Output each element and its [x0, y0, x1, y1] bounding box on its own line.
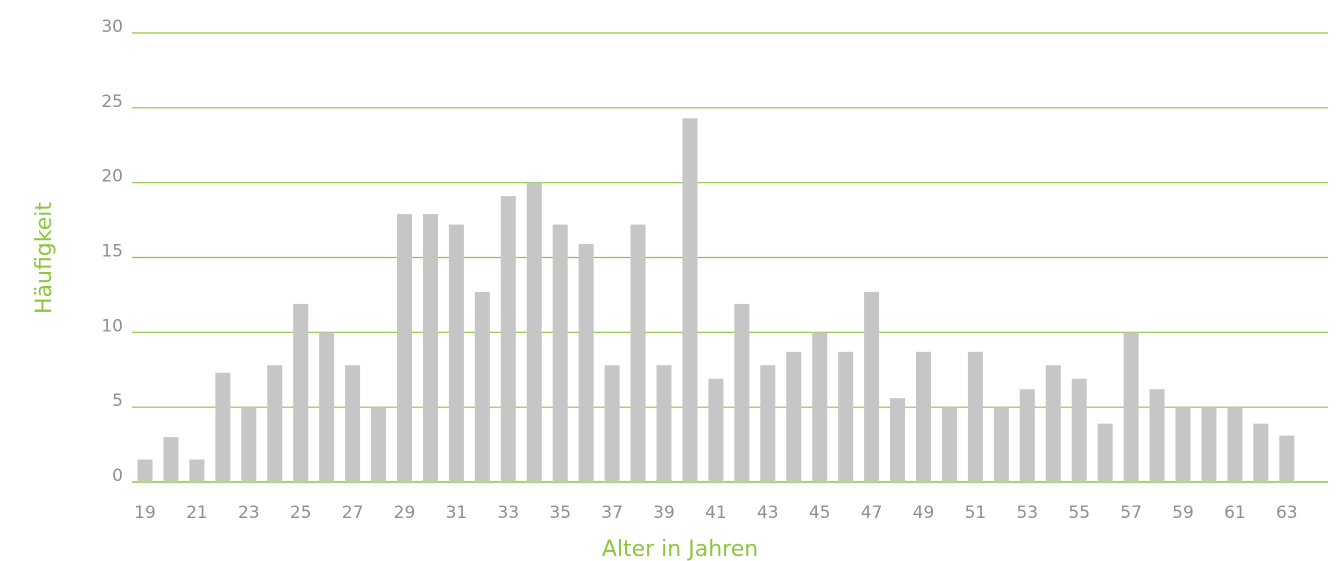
x-tick-label: 23 [238, 503, 260, 523]
x-axis-title: Alter in Jahren [602, 537, 758, 561]
bar-24 [267, 365, 283, 482]
x-tick-label: 19 [134, 503, 156, 523]
y-tick-label: 25 [101, 92, 123, 112]
bar-45 [812, 332, 828, 482]
bar-36 [578, 244, 594, 482]
x-tick-label: 35 [549, 503, 571, 523]
x-tick-label: 29 [394, 503, 416, 523]
bar-63 [1279, 435, 1295, 482]
x-tick-label: 33 [497, 503, 519, 523]
bar-47 [864, 291, 880, 482]
y-tick-label: 20 [101, 167, 123, 187]
x-tick-label: 31 [446, 503, 468, 523]
bar-21 [189, 459, 205, 482]
y-tick-labels: 0 5 10 15 20 25 30 [101, 17, 123, 486]
x-tick-label: 37 [601, 503, 623, 523]
bar-33 [500, 196, 516, 482]
x-tick-label: 27 [342, 503, 364, 523]
x-tick-label: 61 [1224, 503, 1246, 523]
bar-43 [760, 365, 776, 482]
bar-53 [1019, 389, 1035, 482]
x-tick-label: 57 [1120, 503, 1142, 523]
bar-42 [734, 303, 750, 482]
x-tick-label: 41 [705, 503, 727, 523]
bar-60 [1201, 407, 1217, 482]
bar-28 [371, 407, 387, 482]
bar-29 [397, 214, 412, 482]
bar-34 [526, 182, 542, 483]
bar-39 [656, 365, 672, 482]
y-tick-label: 10 [101, 316, 123, 336]
x-tick-label: 55 [1068, 503, 1090, 523]
bar-31 [448, 224, 464, 482]
bar-50 [941, 407, 957, 482]
x-tick-label: 47 [861, 503, 883, 523]
bar-49 [916, 351, 931, 482]
bars [137, 118, 1295, 483]
x-tick-labels: 19 21 23 25 27 29 31 33 35 37 39 41 43 45 47 49 51 53 55 57… [134, 503, 1297, 523]
bar-59 [1175, 407, 1191, 482]
y-tick-label: 15 [101, 242, 123, 262]
bar-20 [163, 437, 179, 482]
bar-48 [890, 398, 906, 482]
bar-61 [1227, 407, 1243, 482]
x-tick-label: 43 [757, 503, 779, 523]
bar-57 [1123, 332, 1139, 482]
y-axis-title: Häufigkeit [32, 202, 57, 314]
bar-23 [241, 407, 257, 482]
bar-46 [838, 351, 854, 482]
x-tick-label: 45 [809, 503, 831, 523]
bar-62 [1253, 423, 1269, 482]
bar-26 [319, 332, 335, 482]
bar-55 [1071, 378, 1087, 482]
bar-30 [422, 214, 438, 482]
bar-52 [993, 407, 1009, 482]
y-tick-label: 5 [112, 391, 123, 411]
bar-58 [1149, 389, 1165, 482]
bar-22 [215, 372, 231, 482]
x-tick-label: 25 [290, 503, 312, 523]
bar-38 [630, 224, 646, 482]
x-tick-label: 53 [1016, 503, 1038, 523]
x-tick-label: 59 [1172, 503, 1194, 523]
x-tick-label: 49 [913, 503, 935, 523]
y-tick-label: 0 [112, 466, 123, 486]
bar-54 [1045, 365, 1061, 482]
bar-25 [293, 303, 309, 482]
bar-32 [474, 291, 490, 482]
y-tick-label: 30 [101, 17, 123, 37]
bar-41 [708, 378, 724, 482]
bar-44 [786, 351, 802, 482]
x-tick-label: 63 [1276, 503, 1298, 523]
x-tick-label: 39 [653, 503, 675, 523]
bar-27 [345, 365, 361, 482]
bar-37 [604, 365, 620, 482]
bar-40 [682, 118, 698, 482]
gridlines [132, 32, 1328, 483]
x-tick-label: 21 [186, 503, 208, 523]
bar-19 [137, 459, 153, 482]
bar-35 [552, 224, 568, 482]
bar-51 [967, 351, 983, 482]
bar-56 [1097, 423, 1113, 482]
x-tick-label: 51 [965, 503, 987, 523]
